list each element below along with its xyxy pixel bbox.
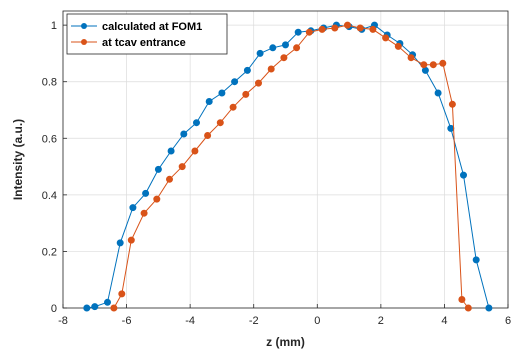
data-point bbox=[472, 256, 480, 264]
data-point bbox=[421, 66, 429, 74]
data-point bbox=[356, 24, 364, 32]
legend: calculated at FOM1 at tcav entrance bbox=[66, 13, 228, 55]
data-point bbox=[394, 42, 402, 50]
data-point bbox=[369, 25, 377, 33]
data-point bbox=[166, 175, 173, 183]
y-tick-label: 1 bbox=[51, 20, 57, 32]
legend-marker-series-1 bbox=[81, 23, 87, 29]
data-point bbox=[485, 304, 493, 312]
data-point bbox=[331, 24, 339, 32]
data-point bbox=[407, 54, 415, 62]
data-point bbox=[229, 103, 237, 111]
data-point bbox=[110, 304, 118, 312]
legend-box bbox=[66, 13, 228, 55]
data-point bbox=[460, 171, 467, 179]
series-layer bbox=[83, 21, 493, 312]
data-point bbox=[205, 98, 213, 105]
y-tick-label: 0.6 bbox=[42, 133, 57, 145]
data-point bbox=[178, 163, 186, 171]
x-tick-label: 4 bbox=[441, 315, 447, 327]
data-point bbox=[167, 147, 175, 155]
x-tick-label: -8 bbox=[58, 315, 68, 327]
data-point bbox=[434, 89, 442, 97]
tick-labels: -8 -6 -4 -2 0 2 4 6 0 0.2 0.4 0.6 0.8 1 bbox=[42, 20, 511, 327]
data-point bbox=[256, 49, 264, 57]
data-point bbox=[305, 28, 313, 36]
data-point bbox=[439, 59, 447, 67]
data-point bbox=[193, 119, 200, 127]
data-point bbox=[280, 54, 288, 62]
data-point bbox=[269, 44, 277, 52]
data-point bbox=[231, 78, 239, 86]
plot-border bbox=[62, 10, 509, 309]
data-point bbox=[420, 61, 428, 69]
data-point bbox=[154, 165, 162, 173]
data-point bbox=[267, 65, 275, 73]
data-point bbox=[293, 44, 301, 52]
y-tick-label: 0.2 bbox=[42, 246, 57, 258]
data-point bbox=[191, 147, 199, 155]
series-2 bbox=[110, 21, 472, 312]
y-axis-label: Intensity (a.u.) bbox=[11, 119, 25, 200]
x-tick-label: 0 bbox=[314, 315, 320, 327]
data-point bbox=[382, 34, 390, 42]
data-point bbox=[180, 130, 188, 138]
data-point bbox=[255, 79, 262, 87]
x-axis-label: z (mm) bbox=[266, 335, 305, 349]
data-point bbox=[83, 304, 91, 312]
data-point bbox=[204, 132, 212, 139]
data-point bbox=[104, 298, 111, 306]
data-point bbox=[429, 61, 437, 69]
data-point bbox=[218, 89, 226, 97]
data-point bbox=[344, 21, 351, 29]
data-point bbox=[294, 28, 302, 36]
data-point bbox=[140, 209, 148, 217]
data-point bbox=[243, 66, 251, 74]
legend-label-series-1: calculated at FOM1 bbox=[102, 21, 202, 33]
legend-label-series-2: at tcav entrance bbox=[102, 37, 186, 49]
x-tick-label: 6 bbox=[505, 315, 511, 327]
y-tick-label: 0.4 bbox=[42, 190, 57, 202]
data-point bbox=[464, 304, 472, 312]
x-tick-label: 2 bbox=[378, 315, 384, 327]
data-point bbox=[153, 195, 161, 203]
data-point bbox=[142, 189, 150, 197]
data-point bbox=[216, 119, 224, 127]
data-point bbox=[282, 41, 289, 49]
legend-marker-series-2 bbox=[81, 39, 87, 45]
data-point bbox=[91, 303, 99, 311]
data-point bbox=[458, 296, 466, 303]
data-point bbox=[318, 25, 326, 33]
y-tick-label: 0.8 bbox=[42, 77, 57, 89]
data-point bbox=[448, 100, 456, 108]
y-tick-label: 0 bbox=[51, 303, 57, 315]
data-point bbox=[116, 239, 124, 247]
x-tick-label: -6 bbox=[122, 315, 132, 327]
data-point bbox=[242, 90, 250, 98]
axis-ticks bbox=[62, 24, 509, 309]
x-tick-label: -4 bbox=[185, 315, 195, 327]
data-point bbox=[118, 290, 126, 298]
x-tick-label: -2 bbox=[249, 315, 259, 327]
data-point bbox=[447, 124, 455, 132]
data-point bbox=[129, 204, 137, 212]
data-point bbox=[127, 236, 135, 244]
